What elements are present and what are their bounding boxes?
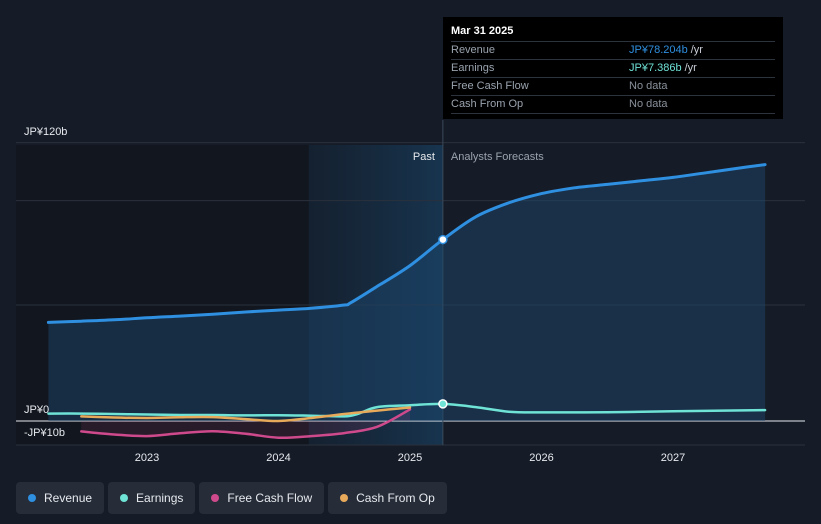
x-tick-label: 2027 xyxy=(661,452,685,464)
x-tick-label: 2025 xyxy=(398,452,422,464)
tooltip-row-earnings: Earnings JP¥7.386b/yr xyxy=(451,59,775,77)
legend: Revenue Earnings Free Cash Flow Cash Fro… xyxy=(16,482,447,515)
y-label-bottom: -JP¥10b xyxy=(24,427,65,439)
free-cash-flow-dot-icon xyxy=(211,494,220,502)
tooltip-row-free-cash-flow: Free Cash Flow No data xyxy=(451,77,775,95)
cash-from-op-dot-icon xyxy=(340,494,349,502)
earnings-dot-icon xyxy=(120,494,129,502)
tooltip-value: JP¥7.386b/yr xyxy=(629,62,697,74)
x-tick-label: 2026 xyxy=(529,452,553,464)
legend-item-free-cash-flow[interactable]: Free Cash Flow xyxy=(199,482,325,514)
free-cash-flow-area xyxy=(81,409,411,438)
tooltip-label: Earnings xyxy=(451,62,495,74)
x-tick-label: 2023 xyxy=(135,452,159,464)
tooltip-value: No data xyxy=(629,98,668,110)
revenue-area xyxy=(48,164,766,421)
legend-label: Earnings xyxy=(136,491,184,505)
x-tick-label: 2024 xyxy=(266,452,290,464)
tooltip-label: Revenue xyxy=(451,44,496,56)
earnings-line xyxy=(47,402,767,418)
tooltip-value: JP¥78.204b/yr xyxy=(629,44,703,56)
tooltip-date: Mar 31 2025 xyxy=(451,25,514,37)
legend-item-cash-from-op[interactable]: Cash From Op xyxy=(328,482,447,514)
free-cash-flow-line xyxy=(80,408,412,440)
y-label-top: JP¥120b xyxy=(24,126,67,138)
revenue-marker xyxy=(438,234,448,245)
earnings-marker xyxy=(438,399,448,409)
tooltip-row-revenue: Revenue JP¥78.204b/yr xyxy=(451,41,775,59)
tooltip-label: Free Cash Flow xyxy=(451,80,529,92)
tooltip: Mar 31 2025 Revenue JP¥78.204b/yr Earnin… xyxy=(443,17,783,119)
forecast-label: Analysts Forecasts xyxy=(451,151,544,163)
revenue-dot-icon xyxy=(28,494,36,502)
tooltip-label: Cash From Op xyxy=(451,98,524,110)
past-label: Past xyxy=(413,151,435,163)
y-label-zero: JP¥0 xyxy=(24,404,49,416)
legend-label: Revenue xyxy=(44,491,93,505)
legend-item-revenue[interactable]: Revenue xyxy=(16,482,105,514)
legend-label: Cash From Op xyxy=(356,491,435,505)
legend-label: Free Cash Flow xyxy=(227,491,313,505)
tooltip-value: No data xyxy=(629,80,668,92)
cash-from-op-line xyxy=(80,406,412,423)
revenue-line xyxy=(46,163,767,324)
tooltip-row-cash-from-op: Cash From Op No data xyxy=(451,95,775,114)
legend-item-earnings[interactable]: Earnings xyxy=(108,482,196,514)
past-highlight xyxy=(308,145,443,445)
